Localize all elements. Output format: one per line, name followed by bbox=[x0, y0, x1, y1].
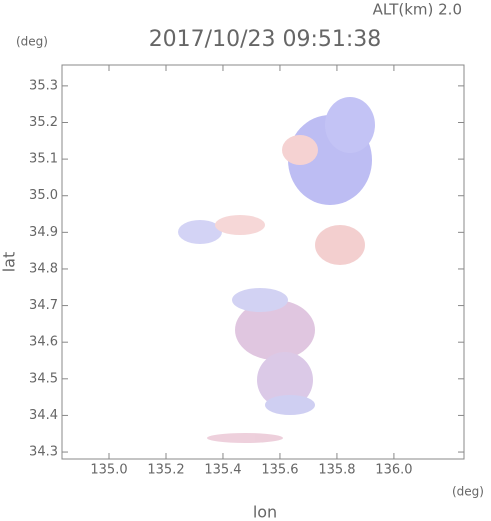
chart-title: 2017/10/23 09:51:38 bbox=[149, 27, 382, 52]
echo-blob bbox=[325, 97, 375, 153]
y-tick-label: 34.8 bbox=[29, 261, 58, 276]
x-tick-label: 135.2 bbox=[147, 463, 184, 478]
y-tick-label: 34.5 bbox=[29, 371, 58, 386]
y-tick-label: 35.2 bbox=[29, 115, 58, 130]
echo-blob bbox=[265, 395, 315, 415]
y-tick-label: 34.6 bbox=[29, 335, 58, 350]
x-tick-label: 135.4 bbox=[204, 463, 241, 478]
y-tick-label: 34.3 bbox=[29, 445, 58, 460]
altitude-label: ALT(km) 2.0 bbox=[373, 1, 462, 19]
plot-frame bbox=[61, 64, 465, 460]
x-tick-label: 136.0 bbox=[375, 463, 412, 478]
y-tick-label: 34.9 bbox=[29, 225, 58, 240]
y-tick-label: 35.1 bbox=[29, 152, 58, 167]
echo-blob bbox=[207, 433, 283, 443]
y-tick-label: 35.0 bbox=[29, 188, 58, 203]
echo-blob bbox=[215, 215, 265, 235]
x-tick-label: 135.8 bbox=[318, 463, 355, 478]
echo-blob bbox=[257, 352, 313, 408]
echo-blob bbox=[235, 300, 315, 360]
y-unit: (deg) bbox=[16, 35, 48, 49]
y-axis-label: lat bbox=[0, 252, 19, 273]
echo-blob bbox=[315, 225, 365, 265]
x-tick-label: 135.6 bbox=[261, 463, 298, 478]
x-unit: (deg) bbox=[452, 485, 484, 499]
echo-blob bbox=[178, 220, 222, 244]
y-tick-label: 34.4 bbox=[29, 408, 58, 423]
x-tick-label: 135.0 bbox=[90, 463, 127, 478]
y-tick-label: 34.7 bbox=[29, 298, 58, 313]
echo-field bbox=[178, 97, 375, 443]
echo-blob bbox=[232, 288, 288, 312]
y-tick-label: 35.3 bbox=[29, 78, 58, 93]
x-axis-label: lon bbox=[253, 503, 277, 521]
echo-blob bbox=[282, 135, 318, 165]
